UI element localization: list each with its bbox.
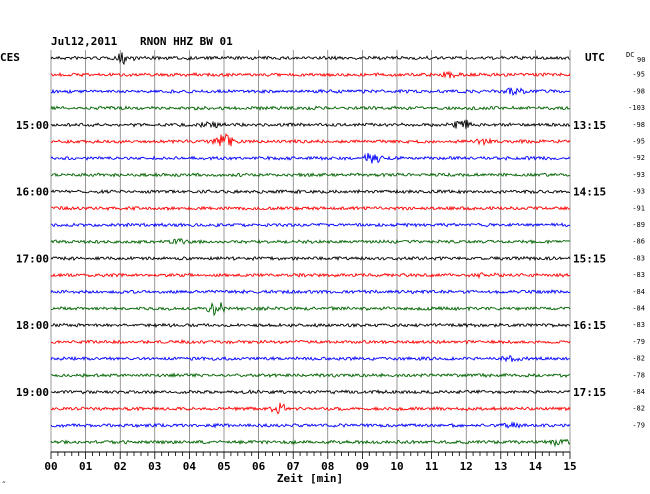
trace-8 (50, 171, 571, 178)
x-tick-label: 04 (183, 460, 197, 473)
trace-13 (50, 255, 571, 262)
trace-11 (50, 222, 571, 228)
trace-7 (50, 152, 571, 164)
x-tick-label: 03 (148, 460, 161, 473)
utc-hour-label: 15:15 (573, 252, 606, 265)
dc-top-value: 90 (637, 56, 645, 64)
x-tick-label: 05 (217, 460, 230, 473)
right-timezone-label: UTC (585, 51, 605, 64)
dc-offset-label: -83 (632, 271, 645, 279)
trace-23 (50, 421, 571, 429)
minute-gridlines (50, 50, 571, 452)
x-tick-label: 13 (494, 460, 507, 473)
dc-offset-label: -83 (632, 254, 645, 262)
dc-offset-label: -79 (632, 421, 645, 429)
trace-6 (50, 132, 571, 147)
local-hour-label: 16:00 (16, 186, 49, 199)
dc-offset-label: -84 (632, 305, 645, 313)
local-hour-label: 18:00 (16, 319, 49, 332)
dc-offset-label: -86 (632, 238, 645, 246)
trace-16 (51, 302, 571, 317)
trace-10 (50, 205, 571, 212)
utc-hour-label: 13:15 (573, 119, 606, 132)
x-tick-label: 10 (390, 460, 403, 473)
dc-offset-label: -78 (632, 371, 645, 379)
dc-offset-label: -93 (632, 188, 645, 196)
utc-time-labels: 13:15 14:15 15:15 16:15 17:15 (573, 119, 606, 399)
trace-12 (50, 237, 571, 246)
dc-offset-label: -98 (632, 121, 645, 129)
trace-4 (50, 105, 571, 112)
x-tick-label: 15 (563, 460, 576, 473)
dc-offset-label: -84 (632, 388, 645, 396)
x-tick-label: 08 (321, 460, 334, 473)
dc-offset-label: -92 (632, 154, 645, 162)
dc-offset-label: -83 (632, 321, 645, 329)
dc-offset-label: -95 (632, 138, 645, 146)
x-tick-label: 01 (79, 460, 93, 473)
dc-offset-label: -103 (628, 104, 645, 112)
dc-offset-label: -93 (632, 171, 645, 179)
dc-offset-label: -84 (632, 288, 645, 296)
local-hour-label: 19:00 (16, 386, 49, 399)
trace-2 (50, 70, 571, 79)
seismic-traces (50, 52, 571, 448)
trace-1 (50, 52, 571, 66)
x-tick-label: 06 (252, 460, 266, 473)
utc-hour-label: 16:15 (573, 319, 606, 332)
time-axis: 00 01 02 03 04 05 06 07 08 09 10 11 12 13 14 15 (44, 451, 577, 473)
utc-hour-label: 17:15 (573, 386, 606, 399)
trace-20 (50, 372, 571, 379)
corner-mark: ^ (2, 481, 6, 488)
trace-22 (50, 402, 571, 415)
x-tick-label: 00 (44, 460, 57, 473)
x-tick-label: 11 (425, 460, 439, 473)
trace-17 (50, 322, 571, 329)
x-axis-title: Zeit [min] (277, 472, 343, 485)
trace-18 (50, 338, 571, 345)
local-time-labels: 15:00 16:00 17:00 18:00 19:00 (16, 119, 49, 399)
dc-offset-label: -91 (632, 204, 645, 212)
trace-14 (50, 272, 571, 280)
trace-5 (50, 119, 571, 130)
x-tick-label: 09 (356, 460, 369, 473)
local-hour-label: 15:00 (16, 119, 49, 132)
x-tick-label: 07 (287, 460, 300, 473)
trace-15 (50, 289, 571, 295)
trace-24 (50, 438, 571, 448)
x-tick-label: 12 (460, 460, 473, 473)
dc-label: DC (626, 51, 634, 59)
dc-offset-label: -82 (632, 355, 645, 363)
utc-hour-label: 14:15 (573, 186, 606, 199)
trace-3 (50, 87, 571, 97)
local-hour-label: 17:00 (16, 252, 49, 265)
dc-offset-label: -82 (632, 405, 645, 413)
station-code: RNON HHZ BW 01 (140, 35, 233, 48)
trace-9 (50, 188, 570, 195)
dc-offset-label: -79 (632, 338, 645, 346)
dc-offset-label: -89 (632, 221, 645, 229)
x-tick-label: 14 (529, 460, 543, 473)
dc-offset-label: -98 (632, 87, 645, 95)
trace-21 (50, 389, 571, 395)
trace-19 (50, 354, 571, 363)
dc-offset-labels: -95 -98 -103 -98 -95 -92 -93 -93 -91 -89 -86 -83 -83… (628, 71, 645, 430)
x-tick-label: 02 (114, 460, 127, 473)
left-timezone-label: CES (0, 51, 20, 64)
dc-offset-label: -95 (632, 71, 645, 79)
record-date: Jul12,2011 (51, 35, 118, 48)
